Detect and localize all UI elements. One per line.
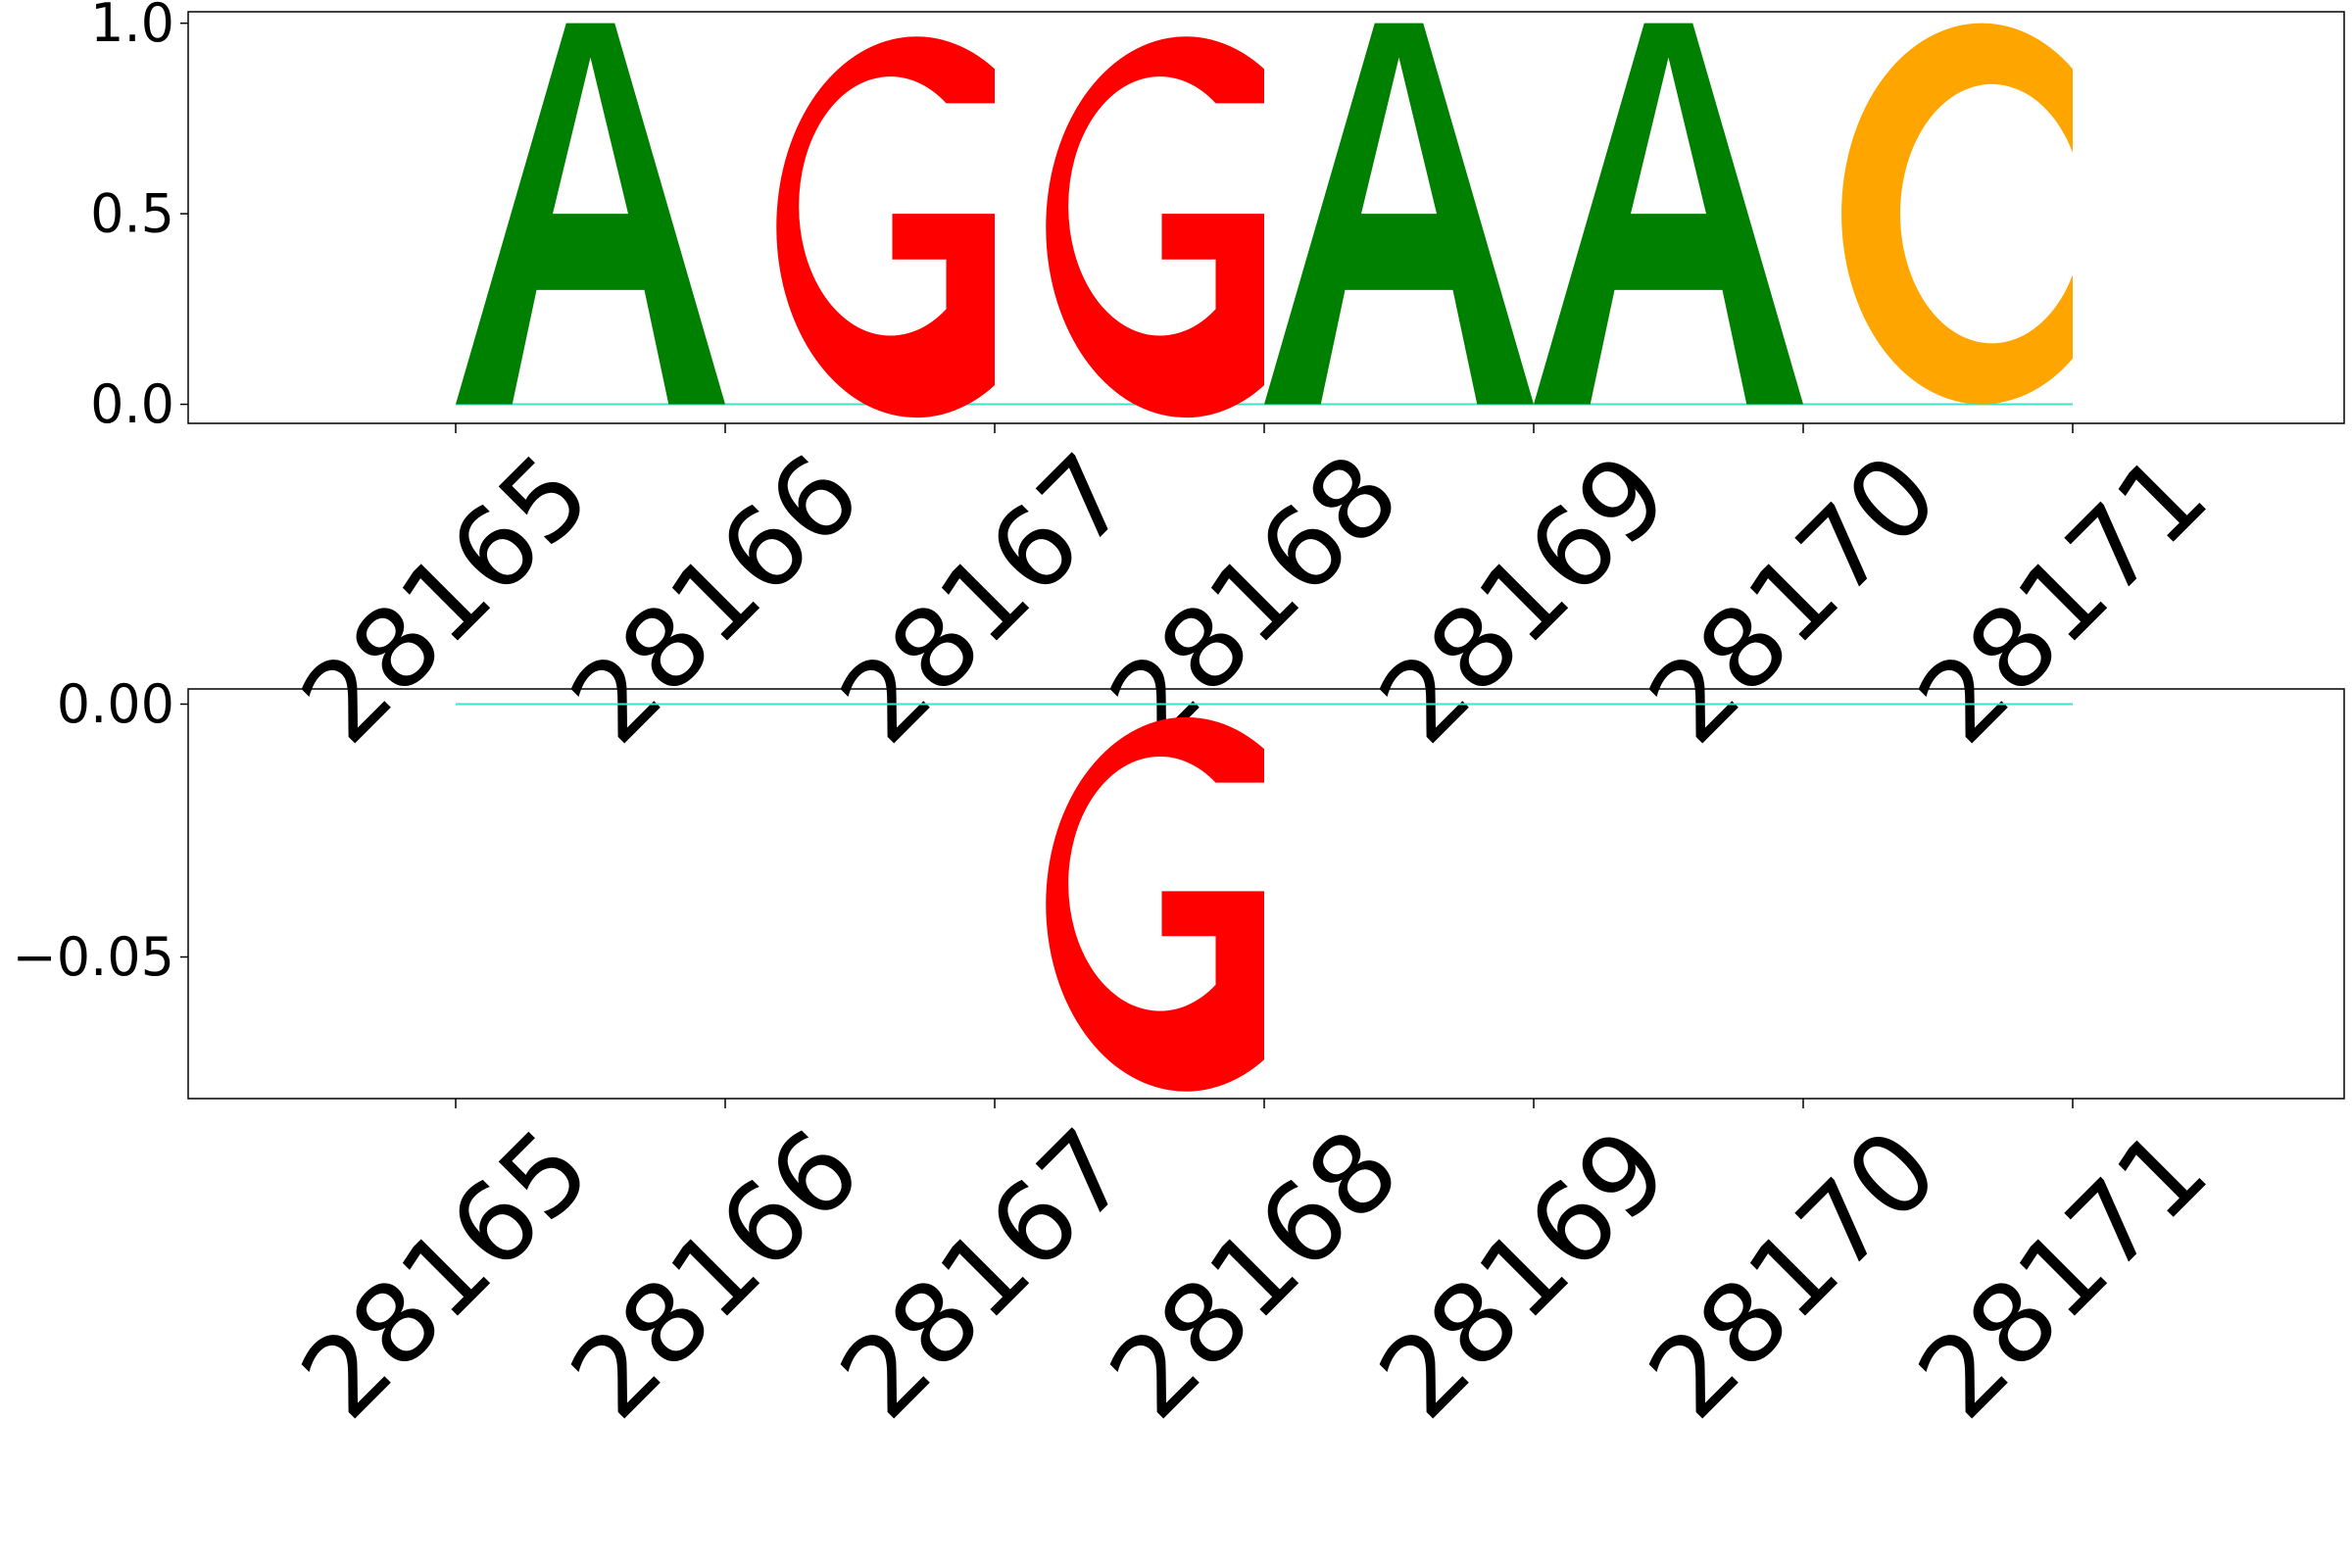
x-tick-label: 28167: [816, 1105, 1153, 1443]
top-logo-panel: 1.0 0.5 0.0 2816528166281672816828169281702…: [90, 0, 2345, 767]
x-tick-label: 28170: [1625, 430, 1962, 767]
x-tick-label: 28168: [1086, 430, 1423, 767]
letter-A-28165: [456, 23, 725, 405]
y-tick-label: 0.5: [90, 183, 174, 245]
x-tick-label: 28171: [1894, 1105, 2231, 1443]
letter-G-28167: [1046, 716, 1264, 1092]
y-tick-label: 0.00: [57, 673, 174, 735]
x-tick-label: 28169: [1355, 1105, 1692, 1443]
y-tick-label: −0.05: [13, 926, 174, 988]
x-tick-label: 28166: [547, 1105, 884, 1443]
y-tick-label: 1.0: [90, 0, 174, 54]
axes-frame: [187, 688, 2345, 1100]
x-tick-label: 28167: [816, 430, 1153, 767]
axes-frame: [187, 11, 2345, 424]
letter-C-28170: [1841, 23, 2073, 405]
letter-marks: [456, 23, 2073, 418]
letter-G-28166: [776, 36, 995, 418]
letter-marks: [456, 703, 2073, 1092]
bottom-logo-panel: 0.00 −0.05 2816528166281672816828169281702…: [13, 673, 2345, 1443]
y-tick-label: 0.0: [90, 373, 174, 435]
letter-A-28169: [1534, 23, 1803, 405]
x-tick-label: 28166: [547, 430, 884, 767]
x-tick-label: 28169: [1355, 430, 1692, 767]
letter-A-28168: [1264, 23, 1534, 405]
x-tick-label: 28168: [1086, 1105, 1423, 1443]
x-tick-label: 28165: [277, 430, 614, 767]
letter-G-28167: [1046, 36, 1264, 418]
x-tick-label: 28170: [1625, 1105, 1962, 1443]
x-tick-label: 28165: [277, 1105, 614, 1443]
x-tick-label: 28171: [1894, 430, 2231, 767]
